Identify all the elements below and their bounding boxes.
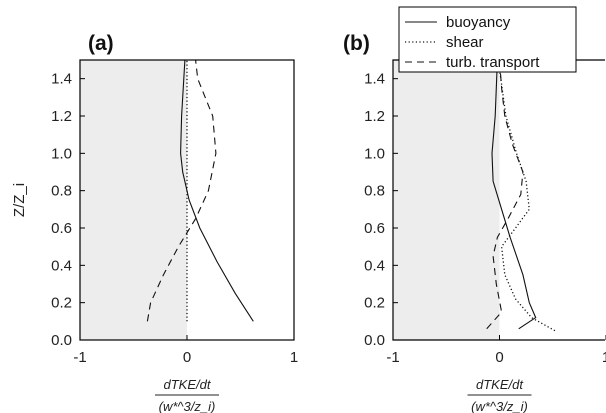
panel-b-series-dotted-line <box>498 69 556 332</box>
y-tick-label: 0.0 <box>51 332 72 349</box>
legend-label: buoyancy <box>446 14 511 31</box>
x-axis-label-denominator: (w*^3/z_i) <box>159 399 216 413</box>
panel-a: -1 0 1 0.0 0.2 0.4 0.6 0.8 1.0 1.2 1.4 (a) <box>51 32 298 366</box>
panel-a-x-axis-label: dTKE/dt (w*^3/z_i) <box>155 377 219 413</box>
panel-b-label: (b) <box>343 32 370 55</box>
y-tick-label: 0.2 <box>364 295 385 312</box>
y-tick-label: 1.0 <box>364 145 385 162</box>
x-axis-label-numerator: dTKE/dt <box>164 377 212 392</box>
panel-a-series-solid-line <box>180 59 254 322</box>
y-tick-label: 1.4 <box>364 71 385 88</box>
y-tick-label: 0.2 <box>51 295 72 312</box>
y-tick-label: 0.6 <box>51 220 72 237</box>
panel-a-shaded-region <box>80 60 187 340</box>
legend-label: turb. transport <box>446 54 540 71</box>
panel-a-label: (a) <box>88 32 114 55</box>
y-tick-label: 0.8 <box>51 183 72 200</box>
legend-label: shear <box>446 34 484 51</box>
y-tick-label: 1.2 <box>51 108 72 125</box>
x-tick-label: 0 <box>495 349 503 366</box>
panel-b: -1 0 1 0.0 0.2 0.4 0.6 0.8 1.0 1.2 1.4 (b) <box>343 32 606 366</box>
y-tick-label: 1.2 <box>364 108 385 125</box>
panel-b-shaded-region <box>393 60 500 340</box>
panel-a-ticks: -1 0 1 0.0 0.2 0.4 0.6 0.8 1.0 1.2 1.4 <box>51 71 298 366</box>
panel-b-series-dashed-line <box>486 59 524 330</box>
x-axis-label-denominator: (w*^3/z_i) <box>471 399 528 413</box>
x-axis-label-numerator: dTKE/dt <box>476 377 524 392</box>
panel-b-series-group <box>486 59 556 332</box>
x-tick-label: 1 <box>602 349 606 366</box>
y-axis-label: Z/Z_i <box>11 183 28 217</box>
y-tick-label: 1.4 <box>51 71 72 88</box>
y-tick-label: 0.0 <box>364 332 385 349</box>
panel-b-x-axis-label: dTKE/dt (w*^3/z_i) <box>467 377 532 413</box>
panel-a-series-dashed-line <box>146 59 217 322</box>
x-tick-label: -1 <box>73 349 86 366</box>
legend-box <box>398 6 577 73</box>
y-tick-label: 0.4 <box>364 257 385 274</box>
y-axis-label-text: Z/Z_i <box>11 183 28 217</box>
y-tick-label: 0.4 <box>51 257 72 274</box>
y-tick-label: 0.6 <box>364 220 385 237</box>
panel-b-ticks: -1 0 1 0.0 0.2 0.4 0.6 0.8 1.0 1.2 1.4 <box>364 59 606 366</box>
x-tick-label: 1 <box>290 349 298 366</box>
y-tick-label: 1.0 <box>51 145 72 162</box>
x-tick-label: 0 <box>183 349 191 366</box>
legend: buoyancy shear turb. transport <box>398 6 577 73</box>
y-tick-label: 0.8 <box>364 183 385 200</box>
panel-a-series-group <box>146 59 254 322</box>
x-tick-label: -1 <box>386 349 399 366</box>
